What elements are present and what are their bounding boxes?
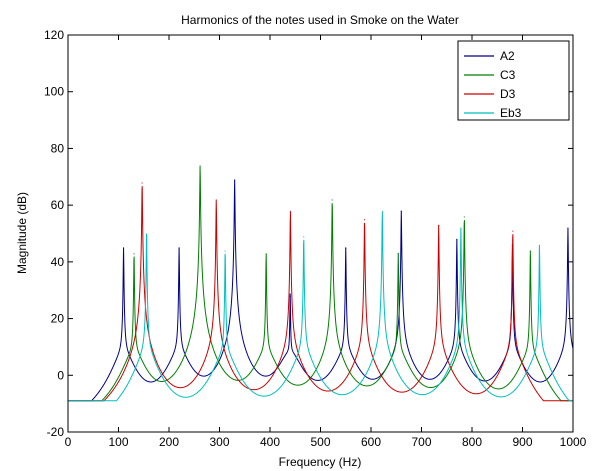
- legend-entry: A2: [464, 49, 515, 63]
- series-line: [68, 166, 573, 402]
- x-tick-label: 400: [260, 435, 280, 449]
- legend-box: [457, 40, 570, 121]
- legend-entry: Eb3: [464, 106, 522, 120]
- x-tick-label: 300: [209, 435, 229, 449]
- series-A2: [68, 179, 573, 402]
- series-Eb3: [68, 210, 573, 402]
- series-line: [68, 211, 573, 402]
- legend-label: D3: [500, 87, 516, 101]
- legend-entries: A2 C3 D3 Eb3: [464, 49, 522, 120]
- legend-label: C3: [500, 68, 516, 82]
- plot-frame: [67, 34, 574, 433]
- legend: A2 C3 D3 Eb3: [457, 40, 570, 121]
- y-axis-label: Magnitude (dB): [15, 192, 29, 274]
- chart-title: Harmonics of the notes used in Smoke on …: [181, 13, 459, 27]
- x-tick-label: 900: [512, 435, 532, 449]
- series-C3: [68, 165, 573, 402]
- x-tick-label: 600: [361, 435, 381, 449]
- y-tick-label: 20: [51, 312, 65, 326]
- x-tick-label: 0: [65, 435, 72, 449]
- x-tick-label: 100: [108, 435, 128, 449]
- series-D3: [68, 182, 573, 402]
- tick-layer: 0 100 200 300 400 500 600 700 800 900 1000-2002040…: [44, 28, 587, 449]
- y-tick-label: 0: [57, 368, 64, 382]
- y-tick-label: 60: [51, 198, 65, 212]
- series-layer: [68, 165, 573, 402]
- x-tick-label: 1000: [560, 435, 587, 449]
- x-tick-label: 200: [159, 435, 179, 449]
- legend-label: Eb3: [500, 106, 522, 120]
- legend-entry: C3: [464, 68, 516, 82]
- series-line: [68, 186, 573, 402]
- y-tick-label: 120: [44, 28, 64, 42]
- y-tick-label: -20: [47, 425, 65, 439]
- y-tick-label: 40: [51, 255, 65, 269]
- x-tick-label: 500: [310, 435, 330, 449]
- y-tick-label: 100: [44, 85, 64, 99]
- x-axis-label: Frequency (Hz): [279, 455, 362, 469]
- x-tick-label: 700: [411, 435, 431, 449]
- legend-entry: D3: [464, 87, 516, 101]
- legend-label: A2: [500, 49, 515, 63]
- y-tick-label: 80: [51, 141, 65, 155]
- series-line: [68, 179, 573, 402]
- x-tick-label: 800: [462, 435, 482, 449]
